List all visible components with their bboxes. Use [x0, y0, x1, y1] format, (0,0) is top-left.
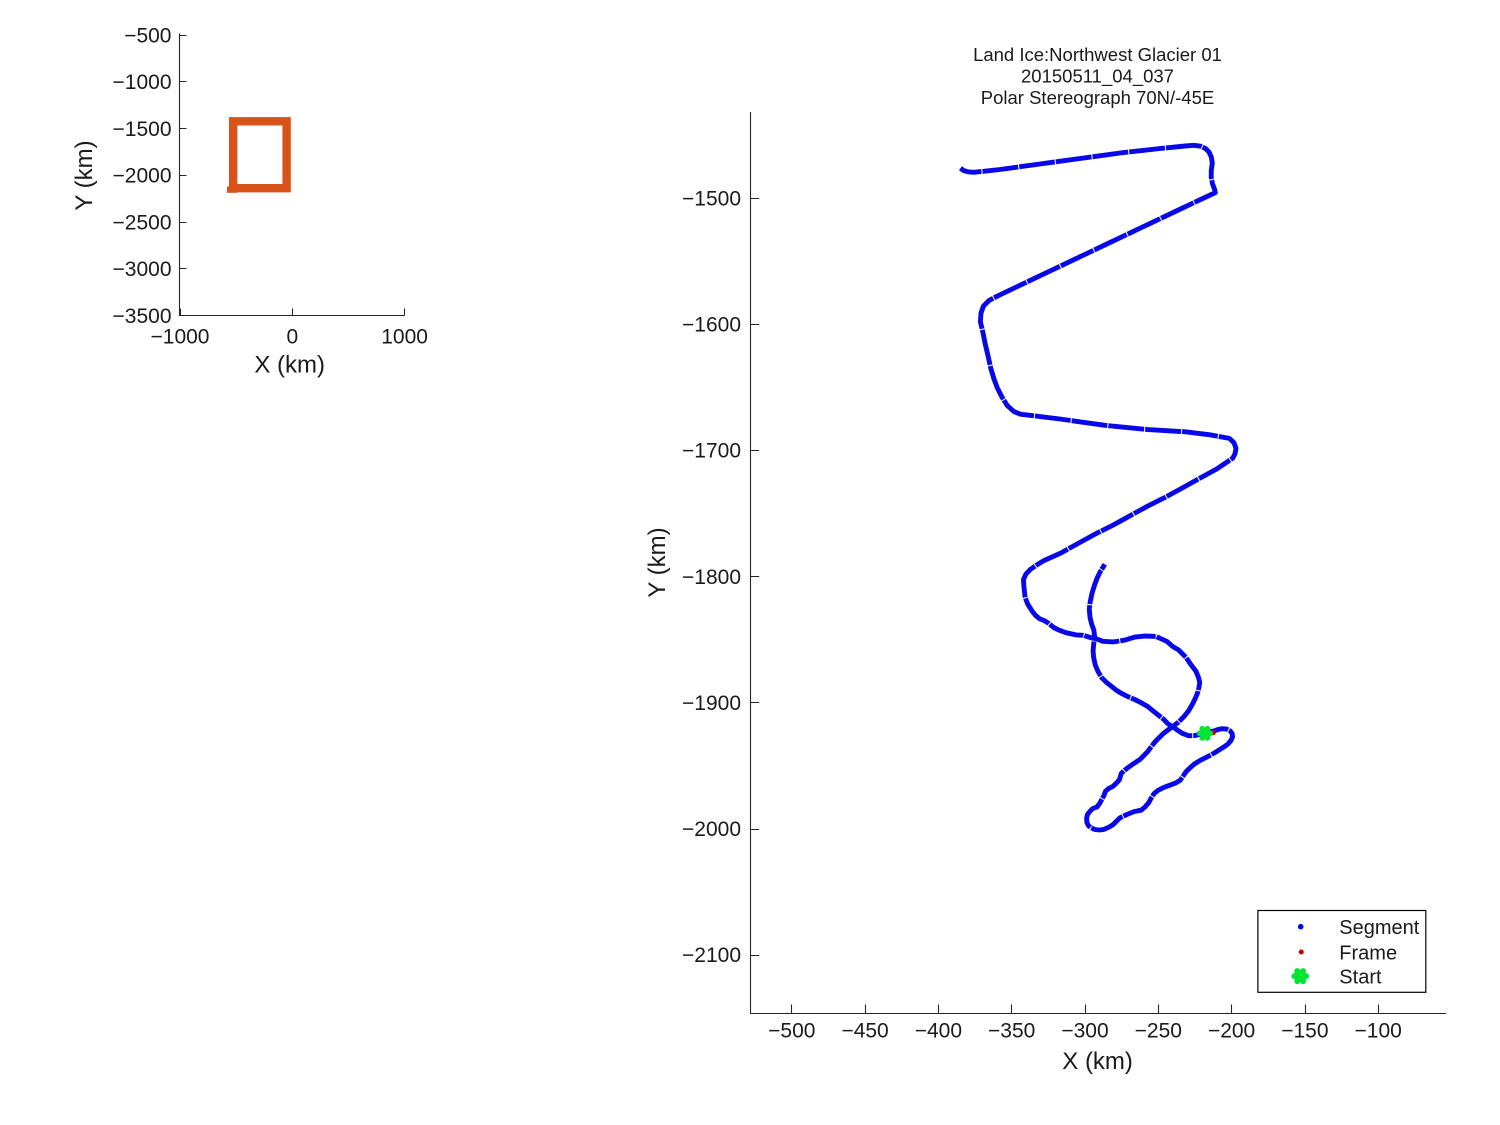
svg-text:−1900: −1900 — [682, 692, 741, 715]
svg-text:−1800: −1800 — [682, 566, 741, 589]
svg-text:−2000: −2000 — [682, 818, 741, 841]
svg-text:−2000: −2000 — [113, 165, 172, 188]
svg-text:0: 0 — [286, 326, 298, 349]
svg-text:1000: 1000 — [381, 326, 428, 349]
svg-text:X (km): X (km) — [254, 352, 325, 379]
svg-text:−150: −150 — [1281, 1020, 1328, 1043]
svg-text:−1000: −1000 — [151, 326, 210, 349]
svg-text:−1500: −1500 — [113, 118, 172, 141]
svg-text:−3000: −3000 — [113, 258, 172, 281]
svg-text:Polar Stereograph 70N/-45E: Polar Stereograph 70N/-45E — [981, 87, 1214, 108]
svg-text:X (km): X (km) — [1062, 1048, 1133, 1075]
svg-text:Land Ice:Northwest Glacier 01: Land Ice:Northwest Glacier 01 — [973, 44, 1222, 65]
svg-text:−3500: −3500 — [113, 305, 172, 328]
svg-text:−2500: −2500 — [113, 211, 172, 234]
svg-text:−350: −350 — [988, 1020, 1035, 1043]
svg-text:−1700: −1700 — [682, 440, 741, 463]
svg-text:−100: −100 — [1355, 1020, 1402, 1043]
svg-text:−2100: −2100 — [682, 944, 741, 967]
svg-text:−250: −250 — [1135, 1020, 1182, 1043]
svg-text:Start: Start — [1339, 966, 1382, 988]
svg-text:−300: −300 — [1061, 1020, 1108, 1043]
svg-text:−400: −400 — [915, 1020, 962, 1043]
svg-text:−1600: −1600 — [682, 314, 741, 337]
svg-text:−1500: −1500 — [682, 187, 741, 210]
svg-text:20150511_04_037: 20150511_04_037 — [1021, 66, 1174, 88]
svg-text:−500: −500 — [768, 1020, 815, 1043]
svg-text:−1000: −1000 — [113, 71, 172, 94]
svg-text:−200: −200 — [1208, 1020, 1255, 1043]
svg-text:Segment: Segment — [1339, 917, 1419, 939]
svg-text:Y (km): Y (km) — [644, 527, 671, 597]
svg-text:−450: −450 — [841, 1020, 888, 1043]
svg-text:Frame: Frame — [1339, 942, 1397, 964]
svg-text:−500: −500 — [124, 24, 171, 47]
svg-text:Y (km): Y (km) — [71, 140, 98, 210]
